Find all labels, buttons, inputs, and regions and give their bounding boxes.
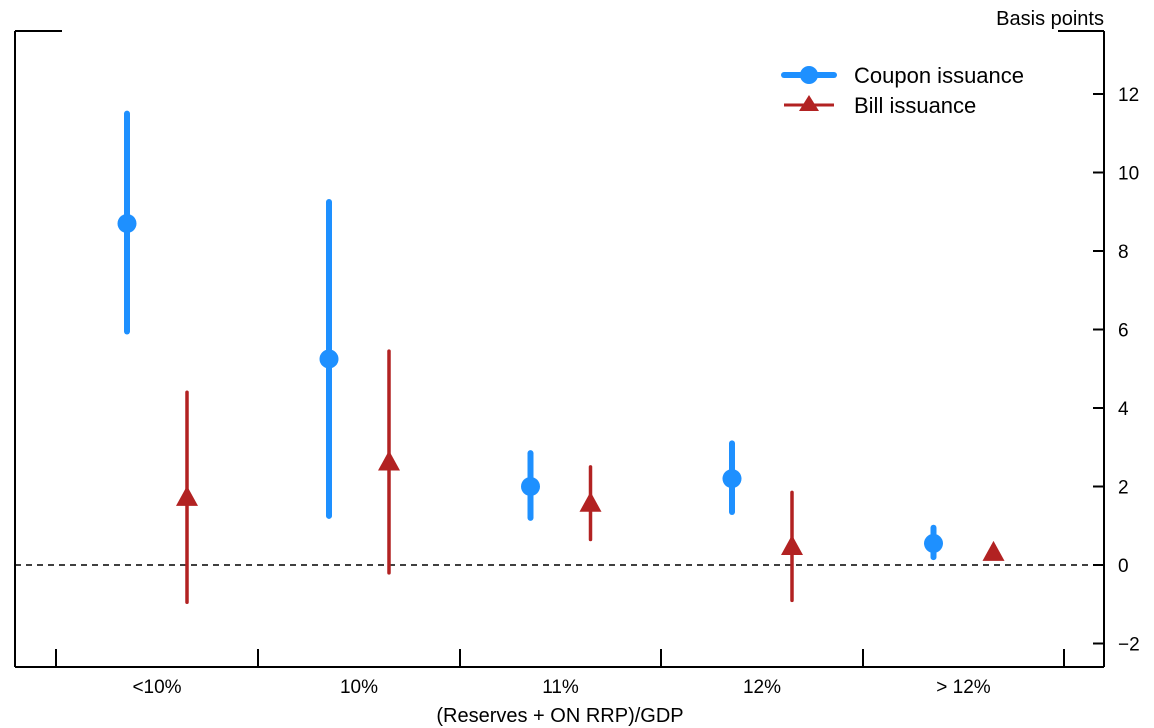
point-marker [579, 491, 602, 512]
y-tick-label: 6 [1118, 321, 1129, 342]
legend-item: Bill issuance [784, 93, 976, 118]
series-circle [117, 110, 943, 561]
y-tick-label: 4 [1118, 399, 1129, 420]
legend-label: Bill issuance [854, 93, 976, 118]
x-category-label: 10% [340, 677, 378, 698]
point-marker [117, 214, 137, 234]
point-marker [378, 450, 400, 471]
y-tick-label: 2 [1118, 478, 1129, 499]
y-tick-label: 10 [1118, 164, 1139, 185]
point-marker [521, 477, 540, 496]
y-axis-title: Basis points [996, 8, 1104, 30]
plot-frame [14, 30, 1105, 668]
legend-swatch-marker [800, 66, 818, 84]
x-category-label: <10% [132, 677, 181, 698]
y-tick-label: 12 [1118, 85, 1139, 106]
x-axis-title: (Reserves + ON RRP)/GDP [436, 705, 683, 727]
y-ticks: −2 0 2 4 6 8 10 12 [1093, 85, 1140, 656]
point-marker [924, 533, 943, 553]
x-ticks: <10% 10% 11% 12% > 12% [55, 649, 1065, 698]
point-marker [982, 540, 1005, 561]
x-category-label: 12% [743, 677, 781, 698]
y-tick-label: 0 [1118, 556, 1129, 577]
point-marker [176, 485, 198, 506]
y-tick-label: −2 [1118, 635, 1140, 656]
legend-swatch-marker [799, 95, 819, 111]
point-marker [722, 469, 742, 489]
legend-item: Coupon issuance [781, 63, 1024, 88]
legend: Coupon issuance Bill issuance [781, 63, 1024, 118]
point-marker [319, 349, 339, 369]
series-layer [117, 110, 1005, 605]
legend-label: Coupon issuance [854, 63, 1024, 88]
point-marker [781, 534, 803, 555]
x-category-label: 11% [542, 677, 579, 698]
x-category-label: > 12% [936, 677, 991, 698]
series-triangle [176, 349, 1005, 605]
y-tick-label: 8 [1118, 242, 1129, 263]
